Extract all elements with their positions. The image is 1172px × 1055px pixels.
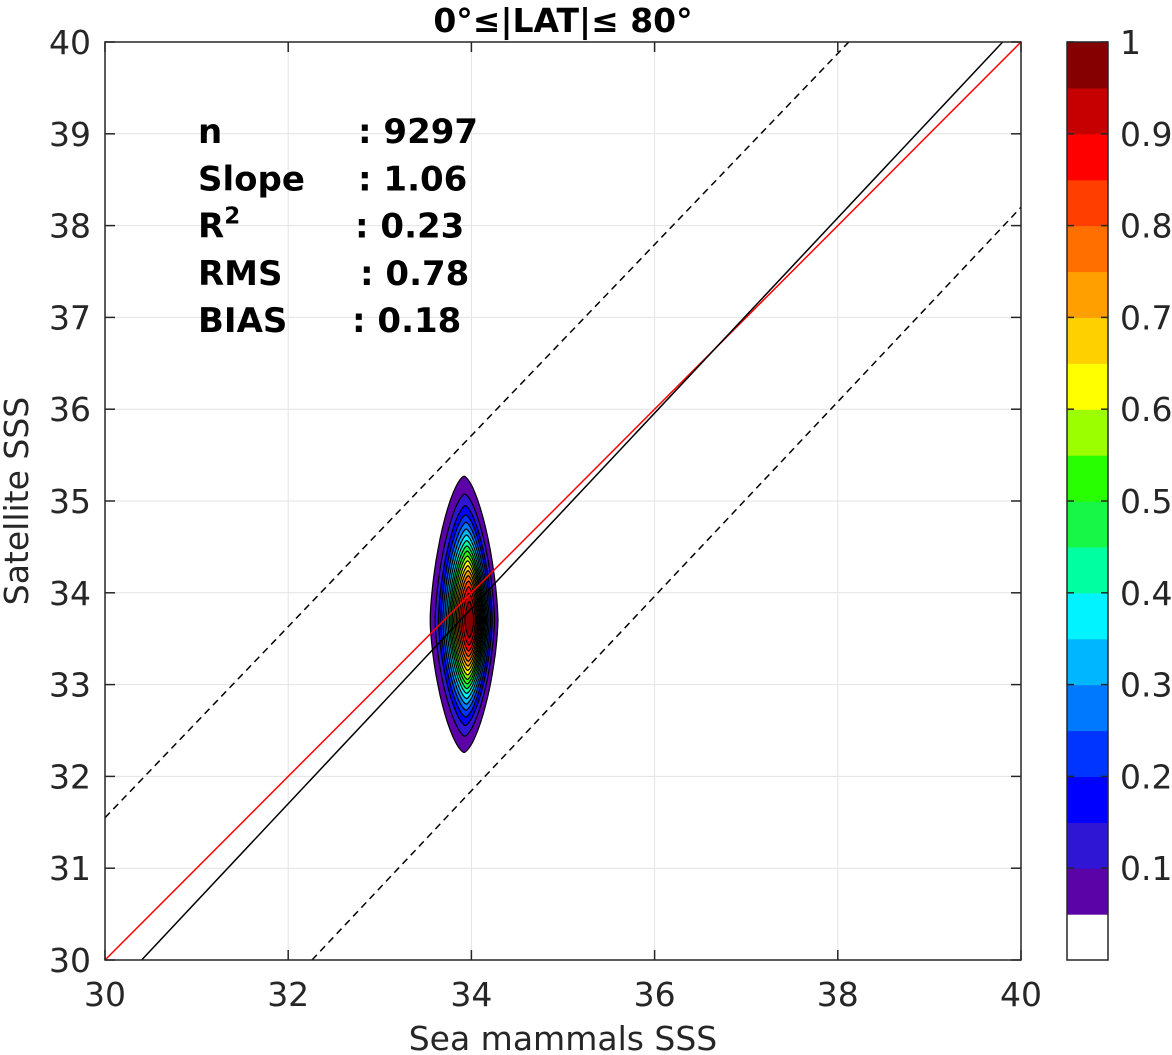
y-tick-label: 35	[49, 482, 91, 521]
colorbar-segment	[1067, 868, 1108, 915]
colorbar-segment	[1067, 225, 1108, 273]
regression-line	[141, 42, 1004, 960]
grid-lines	[104, 41, 1022, 961]
colorbar-segment	[1067, 87, 1108, 135]
stat-label-text: n	[198, 112, 222, 152]
dashed-line	[311, 206, 1021, 960]
stat-label-text: BIAS	[198, 301, 287, 341]
colorbar-tick-label: 1	[1120, 23, 1141, 62]
reference-lines	[105, 42, 1021, 960]
y-tick-label: 31	[49, 849, 91, 888]
stat-label-text: RMS	[198, 254, 283, 294]
colorbar	[1066, 41, 1109, 961]
x-tick-label: 32	[267, 975, 309, 1014]
stat-label: R2	[198, 204, 240, 247]
density-contour-level	[464, 600, 475, 639]
colorbar-segment	[1067, 271, 1108, 318]
stat-value: : 0.23	[355, 207, 464, 247]
stat-label: BIAS	[198, 301, 287, 341]
colorbar-segment	[1067, 42, 1108, 89]
one-to-one-line	[105, 42, 1021, 960]
colorbar-segment	[1067, 179, 1108, 227]
y-tick-label: 33	[49, 666, 91, 705]
colorbar-segment	[1067, 730, 1108, 777]
colorbar-segment	[1067, 546, 1108, 594]
colorbar-segment	[1067, 592, 1108, 640]
x-tick-label: 36	[634, 975, 676, 1014]
x-tick-label: 38	[817, 975, 859, 1014]
stat-value: : 1.06	[358, 159, 467, 199]
stat-value: : 0.78	[360, 254, 469, 294]
x-tick-labels: 30 32 34 36 38 40	[84, 975, 1042, 1014]
colorbar-tick-label: 0.4	[1120, 574, 1172, 613]
colorbar-tick-label: 0.1	[1120, 849, 1172, 888]
stat-label-superscript: 2	[224, 204, 240, 230]
y-tick-label: 32	[49, 757, 91, 796]
colorbar-segment	[1067, 409, 1108, 456]
x-tick-label: 30	[84, 975, 126, 1014]
colorbar-segment	[1067, 638, 1108, 686]
y-tick-label: 36	[49, 390, 91, 429]
colorbar-segment	[1067, 684, 1108, 732]
y-tick-label: 39	[49, 115, 91, 154]
colorbar-tick-label: 0.8	[1120, 207, 1172, 246]
stat-value: : 0.18	[352, 301, 461, 341]
colorbar-tick-label: 0.2	[1120, 757, 1172, 796]
y-tick-label: 37	[49, 298, 91, 337]
stats-annotation: n : 9297 Slope : 1.06 R2 : 0.23 RMS : 0.78 BIAS:…	[198, 112, 478, 341]
colorbar-segment	[1067, 363, 1108, 410]
colorbar-segment	[1067, 776, 1108, 823]
y-tick-label: 34	[49, 574, 91, 613]
stat-value: : 9297	[358, 112, 478, 152]
colorbar-tick-labels: 0.1 0.2 0.3 0.4 0.5 0.6 0.7 0.8 0.9 1	[1120, 23, 1172, 888]
x-tick-label: 40	[1000, 975, 1042, 1014]
colorbar-segment	[1067, 822, 1108, 869]
colorbar-segment	[1067, 914, 1108, 961]
colorbar-tick-label: 0.5	[1120, 482, 1172, 521]
y-tick-labels: 30 31 32 33 34 35 36 37 38 39 40	[49, 23, 91, 980]
stat-label: RMS	[198, 254, 283, 294]
stat-label-text: R	[198, 207, 224, 247]
y-tick-label: 38	[49, 207, 91, 246]
colorbar-segment	[1067, 501, 1108, 548]
stat-label: n	[198, 112, 222, 152]
x-tick-label: 34	[450, 975, 492, 1014]
x-axis-label: Sea mammals SSS	[409, 1019, 718, 1055]
stat-label: Slope	[198, 159, 305, 199]
colorbar-tick-label: 0.6	[1120, 390, 1172, 429]
colorbar-segment	[1067, 455, 1108, 502]
y-tick-label: 40	[49, 23, 91, 62]
colorbar-segment	[1067, 133, 1108, 181]
colorbar-tick-label: 0.7	[1120, 298, 1172, 337]
chart-title: 0°≤|LAT|≤ 80°	[433, 1, 692, 40]
colorbar-tick-label: 0.3	[1120, 666, 1172, 705]
axis-ticks	[104, 41, 1022, 961]
colorbar-tick-label: 0.9	[1120, 115, 1172, 154]
y-tick-label: 30	[49, 941, 91, 980]
y-axis-label: Satellite SSS	[0, 397, 36, 606]
colorbar-segment	[1067, 317, 1108, 364]
stat-label-text: Slope	[198, 159, 305, 199]
